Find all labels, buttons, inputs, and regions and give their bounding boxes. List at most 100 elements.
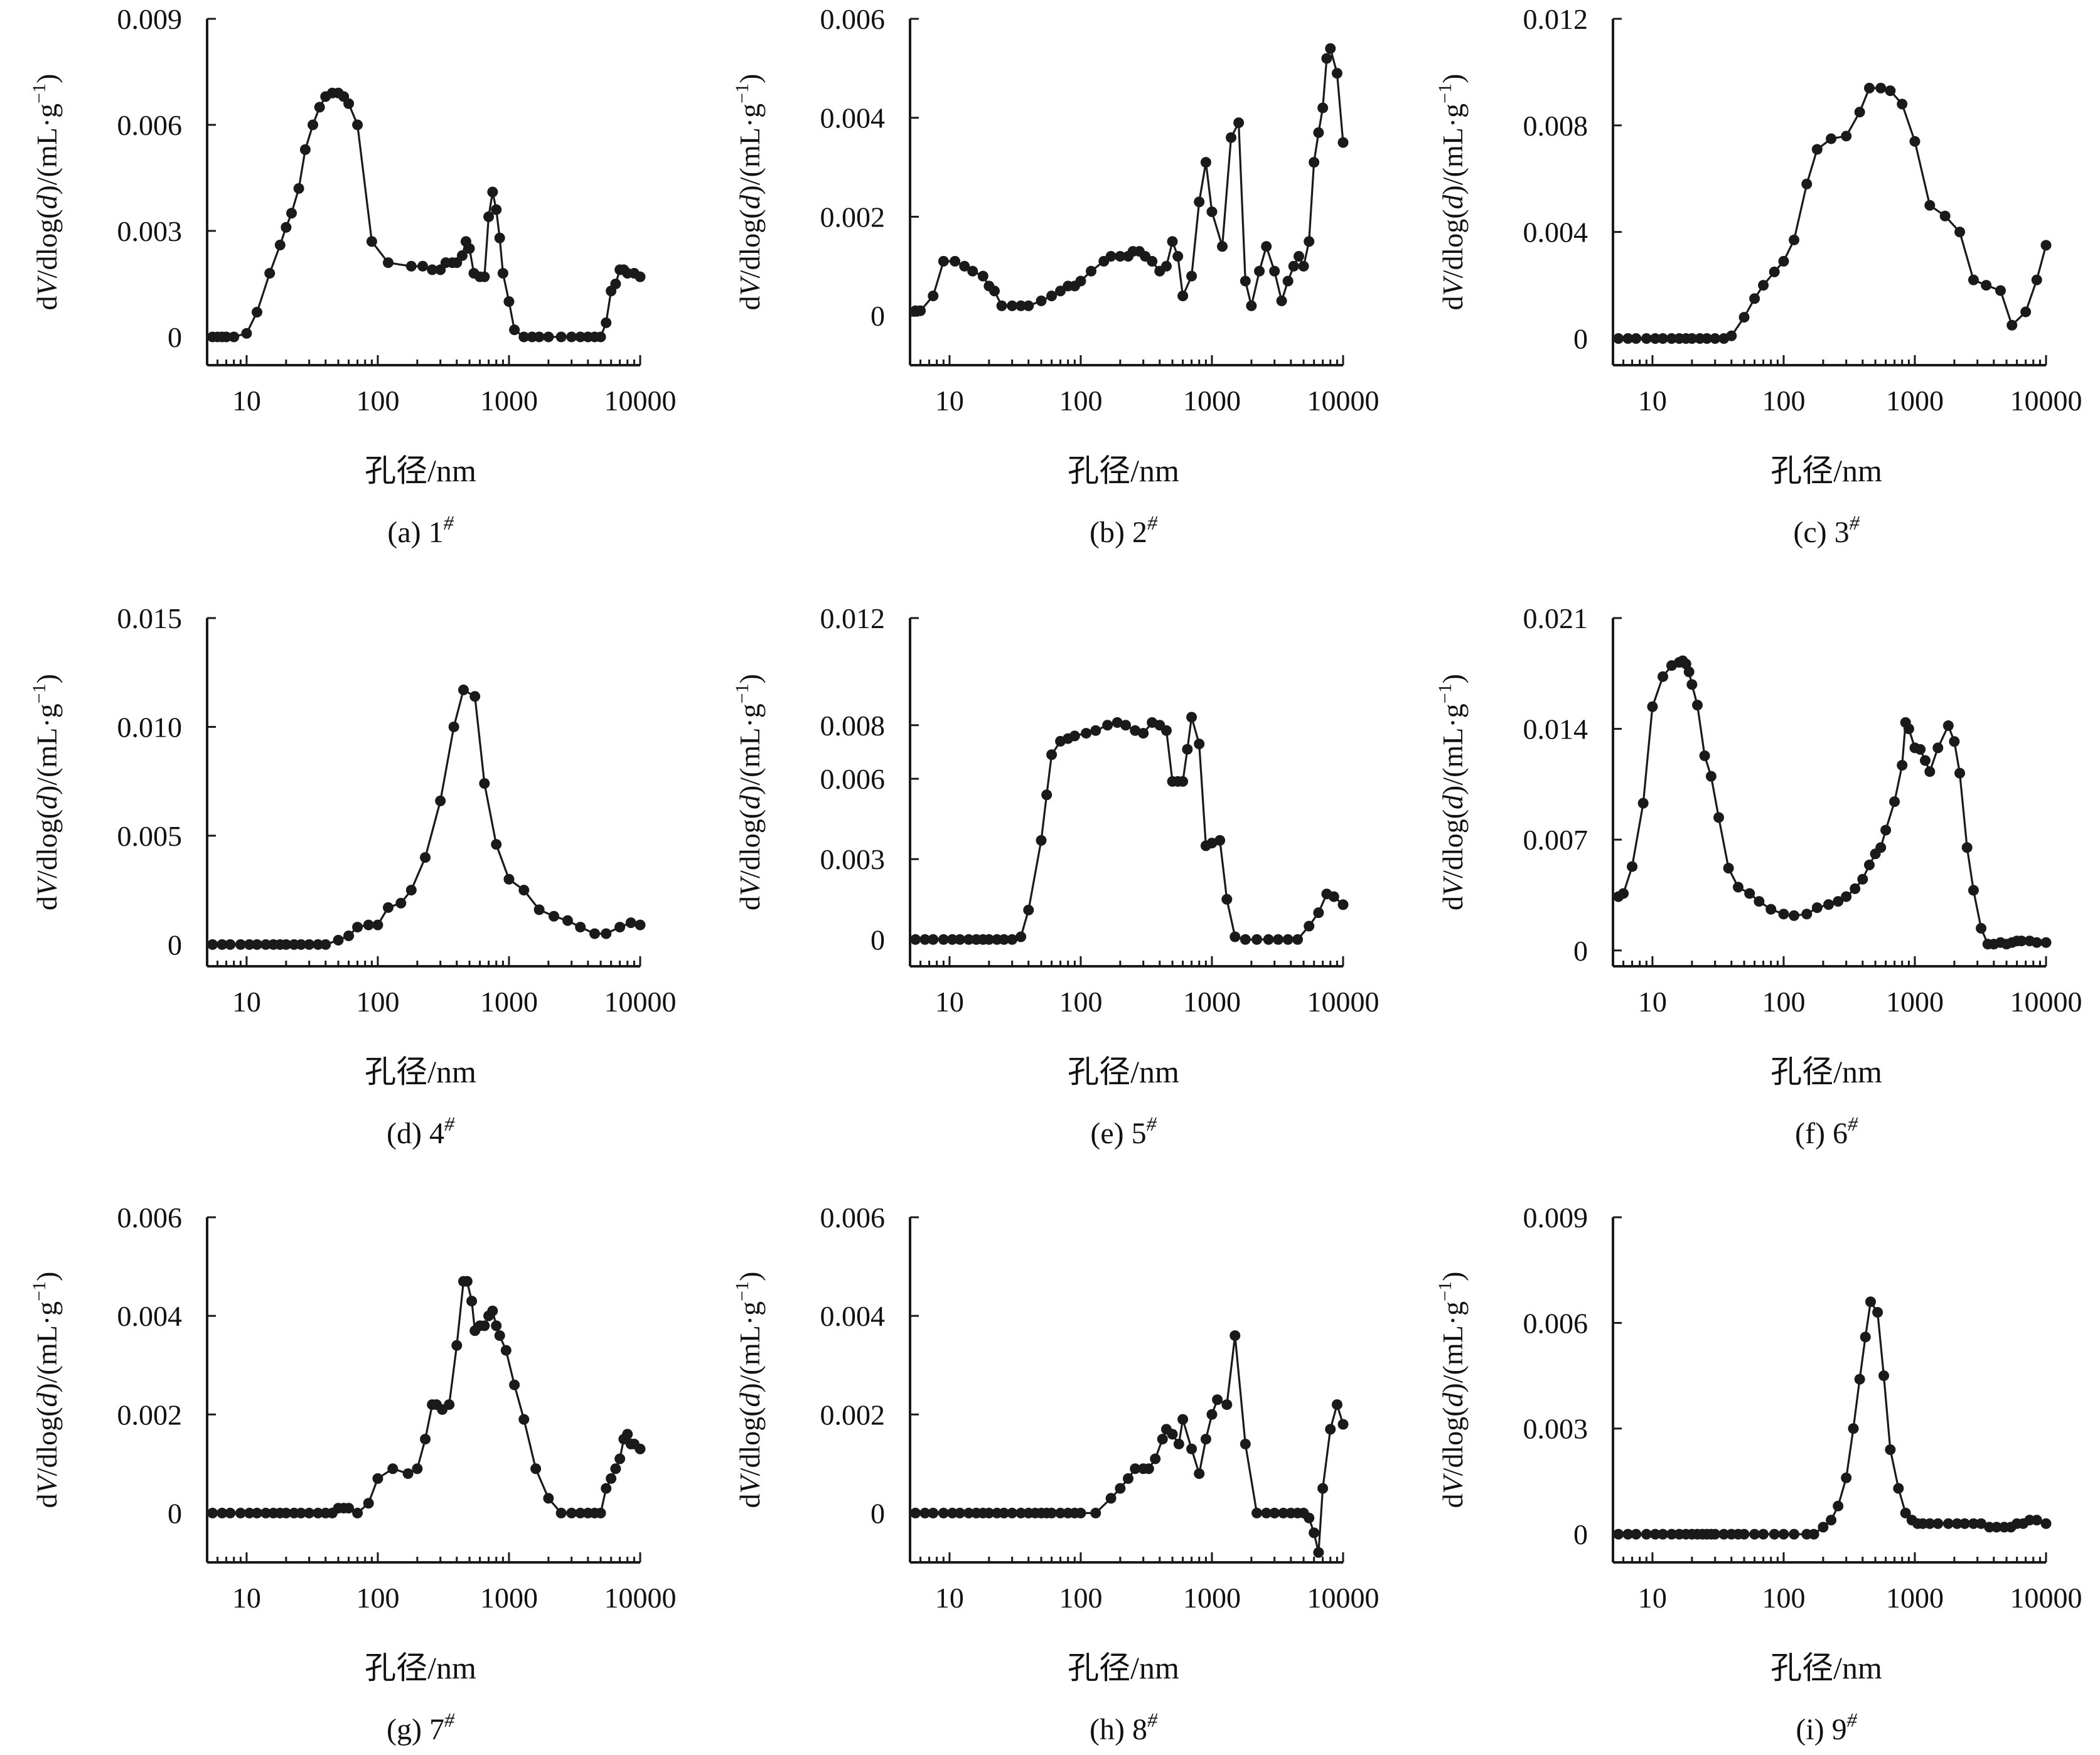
y-tick-label: 0.004 [820,102,886,134]
y-tick-label: 0.015 [117,602,183,634]
data-point [1240,275,1251,287]
data-point [1331,1399,1342,1411]
data-point [1900,1507,1911,1518]
data-point [1801,178,1813,189]
data-point [1897,99,1908,110]
data-point [235,1507,246,1518]
data-point [1613,333,1624,344]
data-point [1765,904,1777,915]
y-label-part: d [1437,296,1469,310]
caption-number: 4 [429,1117,444,1150]
y-axis-label: dV/dlog(d)/(mL·g−1) [732,1272,766,1508]
data-point [1172,251,1184,262]
caption-superscript: # [1147,1112,1157,1135]
y-label-part: )/(mL·g [734,703,766,795]
data-point [1769,266,1780,277]
y-axis-label: dV/dlog(d)/(mL·g−1) [29,1272,63,1508]
y-label-var-d: d [31,1392,63,1407]
data-point [2040,937,2052,948]
data-point [938,255,949,267]
data-point [946,1507,958,1518]
data-point [1758,1528,1769,1540]
x-tick-label: 100 [1762,385,1805,417]
data-point [427,264,438,275]
data-point [251,307,262,318]
data-point [1808,1528,1819,1540]
data-point [1801,909,1813,920]
data-point [1254,265,1265,277]
data-point [1850,883,1861,894]
data-point [1613,1528,1624,1540]
data-point [518,1414,530,1425]
data-point [610,278,621,289]
y-tick-label: 0.003 [117,215,183,247]
data-point [1778,1528,1789,1540]
data-point [614,922,626,933]
data-point [1754,896,1765,907]
y-tick-label: 0.006 [117,109,183,141]
y-label-part: d [31,1493,63,1508]
data-point [451,1340,463,1351]
data-point [1744,888,1755,899]
y-label-part: )/(mL·g [734,104,766,195]
y-label-var-v: V [31,1473,63,1493]
data-point [1909,136,1921,147]
data-point [566,331,577,343]
data-point [1069,730,1080,742]
data-point [1811,902,1823,914]
y-tick-label: 0.014 [1523,713,1588,745]
x-axis-label: 孔径/nm [1771,1054,1882,1089]
data-point [395,897,407,909]
data-point [1811,144,1823,155]
data-point [1194,196,1205,208]
data-point [963,934,974,945]
data-point [928,291,939,302]
data-point [928,934,939,945]
data-point [313,1507,324,1518]
caption-letter: (i) [1796,1713,1824,1746]
caption-number: 7 [429,1713,444,1746]
data-point [1115,1483,1126,1494]
y-tick-label: 0.006 [820,1202,886,1234]
data-point [1120,720,1132,731]
data-point [999,934,1010,945]
data-point [1036,295,1047,306]
data-point [304,939,315,950]
data-point [1304,1512,1315,1523]
y-tick-label: 0.008 [1523,110,1588,142]
data-point [518,885,530,896]
y-label-part: d [734,1493,766,1508]
data-point [1325,1424,1336,1435]
x-tick-label: 100 [356,1582,399,1614]
y-tick-label: 0.003 [820,843,886,875]
data-point [1954,767,1966,779]
y-label-part: )/(mL·g [1437,703,1469,795]
data-point [500,1345,512,1356]
data-point [1631,1528,1642,1540]
data-point [1749,1528,1760,1540]
data-point [1186,712,1197,723]
data-point [1321,53,1332,64]
data-point [479,1320,490,1331]
y-label-var-v: V [1437,275,1469,296]
y-label-var-d: d [1437,1392,1469,1407]
data-point [1713,812,1725,823]
data-point [1229,931,1241,942]
data-point [343,930,355,941]
data-point [1649,1528,1661,1540]
data-point [352,119,363,131]
data-point [967,265,978,277]
data-point [1818,1522,1829,1533]
data-point [635,1443,646,1454]
x-tick-label: 100 [1059,1582,1102,1614]
data-point [260,939,271,950]
caption-superscript: # [1850,511,1860,534]
y-tick-label: 0.007 [1523,824,1588,856]
x-tick-label: 100 [1059,986,1102,1018]
data-point [2040,240,2052,251]
data-point [1015,1507,1027,1518]
data-point [1732,882,1744,893]
data-point [313,939,324,950]
